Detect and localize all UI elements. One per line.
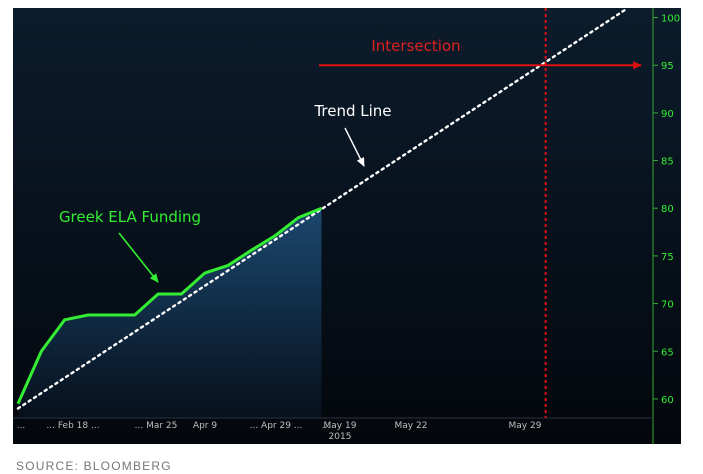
x-tick-label: ... Mar 25 [135, 421, 178, 431]
x-tick-label: ... Feb 18 ... [46, 421, 99, 431]
source-caption: SOURCE: BLOOMBERG [16, 459, 172, 473]
x-tick-label: May 19 [324, 421, 357, 431]
ela-area-fill [18, 208, 322, 418]
y-axis-ticks: 60 65 70 75 80 85 90 95 100 [653, 14, 680, 406]
y-tick-label: 85 [661, 157, 674, 168]
x-tick-label: ... [17, 421, 26, 431]
x-tick-label: May 22 [395, 421, 428, 431]
intersection-label: Intersection [371, 37, 460, 55]
y-tick-label: 70 [661, 300, 674, 311]
trend-line [16, 8, 627, 410]
y-tick-label: 100 [661, 14, 680, 25]
x-tick-label: May 29 [509, 421, 542, 431]
y-tick-label: 65 [661, 347, 674, 358]
y-tick-label: 95 [661, 61, 674, 72]
y-tick-label: 60 [661, 395, 674, 406]
chart: 60 65 70 75 80 85 90 95 100 ... ... Feb 18 ......… [13, 8, 681, 444]
trend-line-pointer-arrow [344, 127, 365, 167]
x-year-label: 2015 [329, 432, 352, 442]
ela-label: Greek ELA Funding [59, 208, 201, 226]
series-line-greek-ela-funding [16, 206, 323, 405]
x-tick-label: ... [322, 421, 331, 431]
x-tick-label: Apr 9 [193, 421, 217, 431]
x-tick-label: ... Apr 29 ... [250, 421, 303, 431]
y-tick-label: 90 [661, 109, 674, 120]
y-tick-label: 80 [661, 204, 674, 215]
trend-line-label: Trend Line [313, 102, 391, 120]
x-axis-ticks: ... ... Feb 18 ... ... Mar 25 Apr 9 ... Apr … [17, 421, 542, 431]
ela-pointer-arrow [118, 232, 159, 283]
y-tick-label: 75 [661, 252, 674, 263]
